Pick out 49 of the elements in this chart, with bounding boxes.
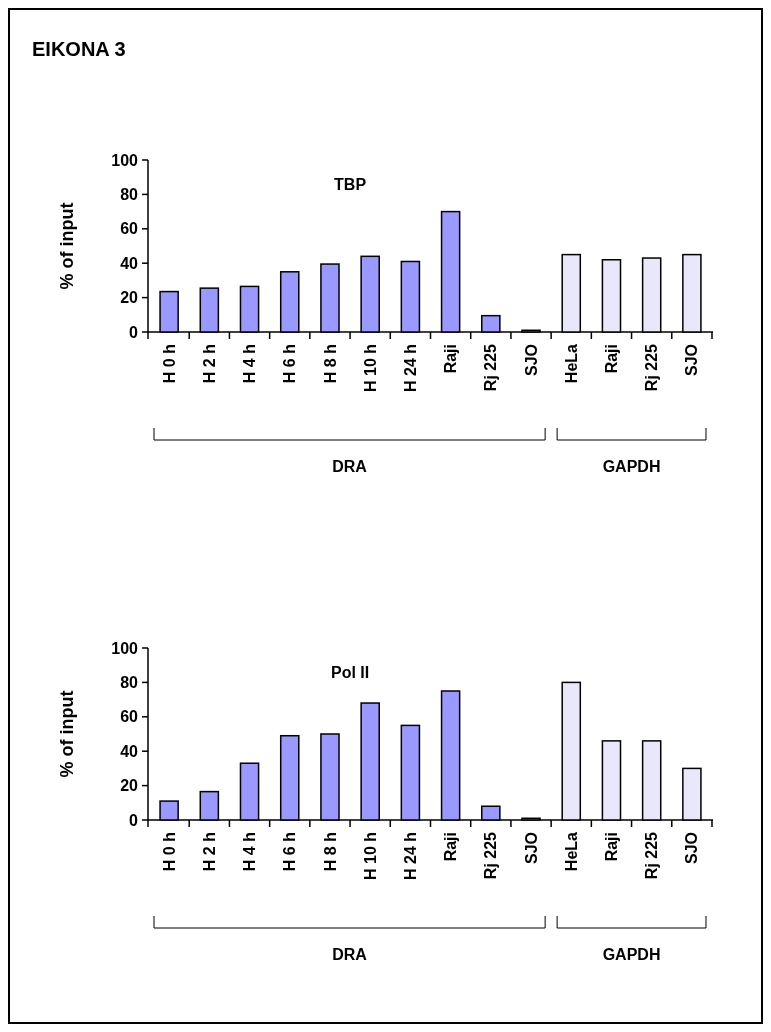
y-axis-title: % of input xyxy=(57,690,77,778)
x-tick-label: H 4 h xyxy=(241,344,259,384)
y-axis-title: % of input xyxy=(57,202,77,290)
y-tick-label: 60 xyxy=(120,220,139,238)
x-tick-label: H 8 h xyxy=(321,832,339,872)
x-tick-label: Rj 225 xyxy=(482,343,500,392)
x-tick-label: H 6 h xyxy=(281,832,299,872)
y-tick-label: 80 xyxy=(120,186,139,203)
x-tick-label: Rj 225 xyxy=(643,343,661,392)
y-tick-label: 20 xyxy=(120,289,139,307)
x-tick-label: H 24 h xyxy=(401,344,419,393)
x-tick-label: H 2 h xyxy=(200,832,218,872)
x-tick-label: SJO xyxy=(522,344,540,377)
text: GAPDH xyxy=(602,458,661,475)
text: GAPDH xyxy=(602,946,661,963)
x-tick-label: HeLa xyxy=(562,831,580,872)
x-tick-label: SJO xyxy=(683,344,701,377)
x-tick-label: Raji xyxy=(442,344,460,374)
y-tick-label: 20 xyxy=(120,777,139,795)
x-tick-label: H 0 h xyxy=(160,832,178,872)
y-tick-label: 0 xyxy=(129,811,139,829)
y-tick-label: 100 xyxy=(111,151,139,169)
x-tick-label: Rj 225 xyxy=(482,831,500,880)
x-tick-label: H 6 h xyxy=(281,344,299,384)
y-tick-label: 40 xyxy=(120,742,139,760)
x-tick-label: H 10 h xyxy=(361,344,379,393)
x-tick-label: H 8 h xyxy=(321,344,339,384)
x-tick-label: Raji xyxy=(603,344,621,374)
x-tick-label: Raji xyxy=(442,832,460,862)
text: DRA xyxy=(332,946,368,963)
x-tick-label: H 0 h xyxy=(160,344,178,384)
y-tick-label: 80 xyxy=(120,674,139,691)
x-tick-label: Raji xyxy=(603,832,621,862)
text: EIKONA 3 xyxy=(32,38,126,60)
x-tick-label: HeLa xyxy=(562,343,580,384)
text: TBP xyxy=(334,176,367,193)
y-tick-label: 0 xyxy=(129,323,139,341)
x-tick-label: SJO xyxy=(683,832,701,865)
x-tick-label: SJO xyxy=(522,832,540,865)
x-tick-label: H 10 h xyxy=(361,832,379,881)
x-tick-label: Rj 225 xyxy=(643,831,661,880)
text: Pol II xyxy=(330,664,370,681)
x-tick-label: H 24 h xyxy=(401,832,419,881)
text: DRA xyxy=(332,458,368,475)
y-tick-label: 40 xyxy=(120,254,139,272)
y-tick-label: 100 xyxy=(111,639,139,657)
x-tick-label: H 2 h xyxy=(200,344,218,384)
x-tick-label: H 4 h xyxy=(241,832,259,872)
y-tick-label: 60 xyxy=(120,708,139,726)
